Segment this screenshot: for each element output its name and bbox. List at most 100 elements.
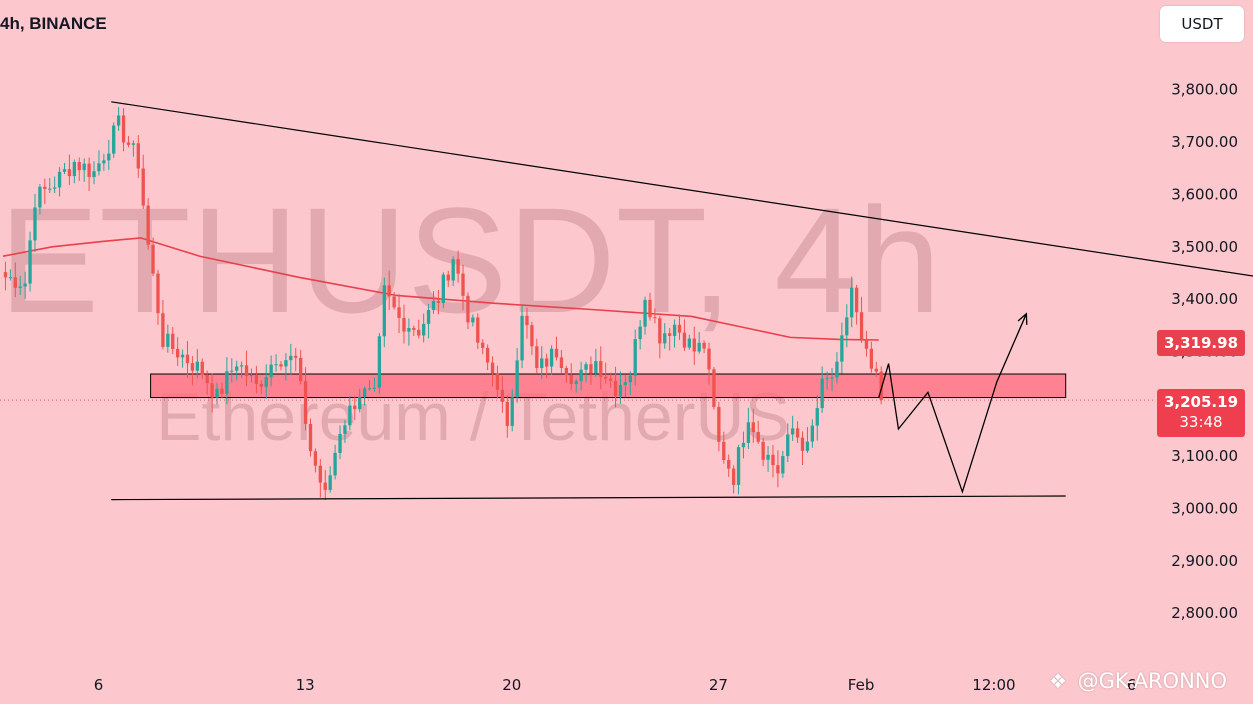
candle-body[interactable] <box>702 342 706 349</box>
candle-body[interactable] <box>333 452 337 476</box>
candle[interactable] <box>180 349 185 368</box>
candle-body[interactable] <box>353 405 357 410</box>
candle-body[interactable] <box>633 339 637 376</box>
candle[interactable] <box>594 348 598 377</box>
candle[interactable] <box>279 361 283 371</box>
candle-body[interactable] <box>461 273 465 296</box>
candle-body[interactable] <box>372 387 377 389</box>
candle-body[interactable] <box>166 333 170 347</box>
candle[interactable] <box>372 377 377 392</box>
candle-body[interactable] <box>830 377 834 379</box>
candle[interactable] <box>633 329 637 386</box>
candle[interactable] <box>569 363 573 391</box>
candle[interactable] <box>422 313 426 343</box>
candle[interactable] <box>289 343 293 375</box>
candle[interactable] <box>535 338 539 374</box>
candle[interactable] <box>151 237 155 277</box>
candle[interactable] <box>72 159 76 184</box>
candle-body[interactable] <box>402 317 406 332</box>
candle-body[interactable] <box>815 408 819 426</box>
candle[interactable] <box>599 346 603 390</box>
candle[interactable] <box>338 425 342 460</box>
candle[interactable] <box>559 350 564 374</box>
candle[interactable] <box>830 368 834 391</box>
candle-body[interactable] <box>505 401 509 426</box>
candle-body[interactable] <box>795 428 800 438</box>
candle[interactable] <box>771 445 775 478</box>
candle-body[interactable] <box>515 360 519 398</box>
candle-body[interactable] <box>239 365 244 367</box>
candle-body[interactable] <box>736 447 741 485</box>
candle[interactable] <box>751 408 755 443</box>
candle[interactable] <box>604 362 608 384</box>
candle[interactable] <box>663 323 667 349</box>
candle[interactable] <box>230 358 234 383</box>
candle[interactable] <box>810 419 814 448</box>
candle-body[interactable] <box>653 317 657 319</box>
candle-body[interactable] <box>490 362 495 374</box>
candle-body[interactable] <box>879 371 883 401</box>
candle-body[interactable] <box>854 287 859 313</box>
candle-body[interactable] <box>220 388 224 394</box>
candle[interactable] <box>786 423 790 463</box>
candle[interactable] <box>92 161 96 185</box>
candle-body[interactable] <box>299 357 303 382</box>
candle[interactable] <box>800 431 805 466</box>
candle[interactable] <box>431 291 436 314</box>
candle[interactable] <box>426 303 431 339</box>
candle-body[interactable] <box>195 361 199 371</box>
candle[interactable] <box>284 353 288 381</box>
candle[interactable] <box>466 292 470 330</box>
candle-body[interactable] <box>712 369 716 407</box>
candle-body[interactable] <box>746 422 751 443</box>
candle-body[interactable] <box>717 406 721 442</box>
candle[interactable] <box>33 193 37 252</box>
candle[interactable] <box>112 122 116 158</box>
candle-body[interactable] <box>820 378 824 409</box>
candle[interactable] <box>62 162 67 175</box>
candle-body[interactable] <box>648 299 652 318</box>
candle-body[interactable] <box>294 355 298 358</box>
candle-body[interactable] <box>751 422 755 433</box>
candle[interactable] <box>8 269 13 281</box>
candle[interactable] <box>485 344 490 371</box>
candle-body[interactable] <box>431 300 436 310</box>
candle[interactable] <box>235 360 239 381</box>
candle-body[interactable] <box>156 273 160 314</box>
candle[interactable] <box>215 382 219 405</box>
candle-body[interactable] <box>43 186 47 189</box>
candle-body[interactable] <box>48 188 52 190</box>
candle[interactable] <box>43 178 47 204</box>
candle-body[interactable] <box>426 309 431 324</box>
candle[interactable] <box>554 336 559 361</box>
candle[interactable] <box>102 153 106 171</box>
candle-body[interactable] <box>407 327 411 332</box>
candle[interactable] <box>318 459 322 498</box>
candle-body[interactable] <box>707 348 711 370</box>
candle-body[interactable] <box>604 376 608 379</box>
candle-body[interactable] <box>618 384 623 397</box>
candle-body[interactable] <box>77 162 81 171</box>
candle[interactable] <box>692 326 696 365</box>
candle-body[interactable] <box>422 323 426 336</box>
candle-body[interactable] <box>107 153 111 161</box>
support-trendline[interactable] <box>111 495 1066 501</box>
candle-body[interactable] <box>92 171 96 178</box>
candle[interactable] <box>313 448 318 473</box>
candle-body[interactable] <box>392 296 396 308</box>
candle-body[interactable] <box>249 375 254 377</box>
candle[interactable] <box>795 421 800 443</box>
candle-body[interactable] <box>97 163 101 172</box>
candle-body[interactable] <box>348 405 352 426</box>
candle-body[interactable] <box>313 451 318 466</box>
candle[interactable] <box>131 140 136 157</box>
candle[interactable] <box>648 292 652 321</box>
candle[interactable] <box>500 375 505 413</box>
candle[interactable] <box>185 340 190 378</box>
candle[interactable] <box>254 365 259 394</box>
candle[interactable] <box>176 337 180 366</box>
candle[interactable] <box>200 358 204 380</box>
candle[interactable] <box>249 368 254 383</box>
candle[interactable] <box>549 345 554 375</box>
